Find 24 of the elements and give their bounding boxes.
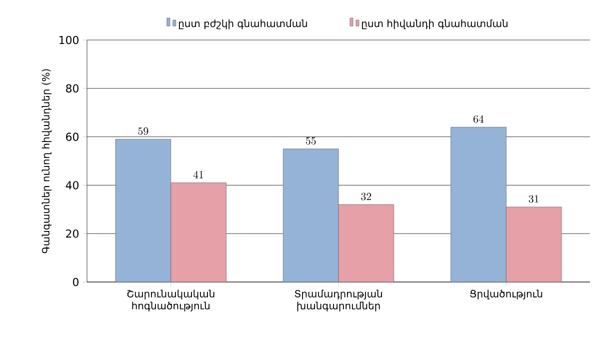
y-tick-label: 40 bbox=[66, 181, 78, 190]
x-tick-label: Ցրվածություն bbox=[470, 290, 542, 300]
y-axis-title: Գանգատներ ունող հիվանդներ (%) bbox=[42, 69, 52, 254]
x-tick-label: Շարունակական հոգնածություն bbox=[127, 290, 214, 312]
legend-label: ըստ հիվանդի գնահատման bbox=[362, 19, 508, 30]
y-tick-label: 80 bbox=[66, 84, 78, 93]
y-tick-label: 60 bbox=[66, 132, 78, 141]
bar bbox=[115, 139, 172, 282]
bar bbox=[338, 204, 394, 282]
x-tick-label: Տրամադրության խանգարումներ bbox=[294, 290, 382, 312]
data-label: 32 bbox=[361, 192, 372, 200]
bar bbox=[282, 148, 339, 282]
data-label: 41 bbox=[193, 170, 204, 178]
data-label: 59 bbox=[138, 127, 148, 135]
y-tick-label: 20 bbox=[66, 229, 78, 238]
data-label: 64 bbox=[474, 115, 484, 123]
legend-label: ըստ բժշկի գնահատման bbox=[178, 19, 307, 30]
bar bbox=[506, 206, 562, 282]
y-tick-label: 0 bbox=[72, 278, 78, 286]
bar bbox=[450, 126, 506, 282]
y-tick-label: 100 bbox=[60, 36, 78, 44]
data-label: 31 bbox=[528, 195, 538, 203]
bar bbox=[170, 182, 226, 282]
data-label: 55 bbox=[306, 137, 316, 145]
